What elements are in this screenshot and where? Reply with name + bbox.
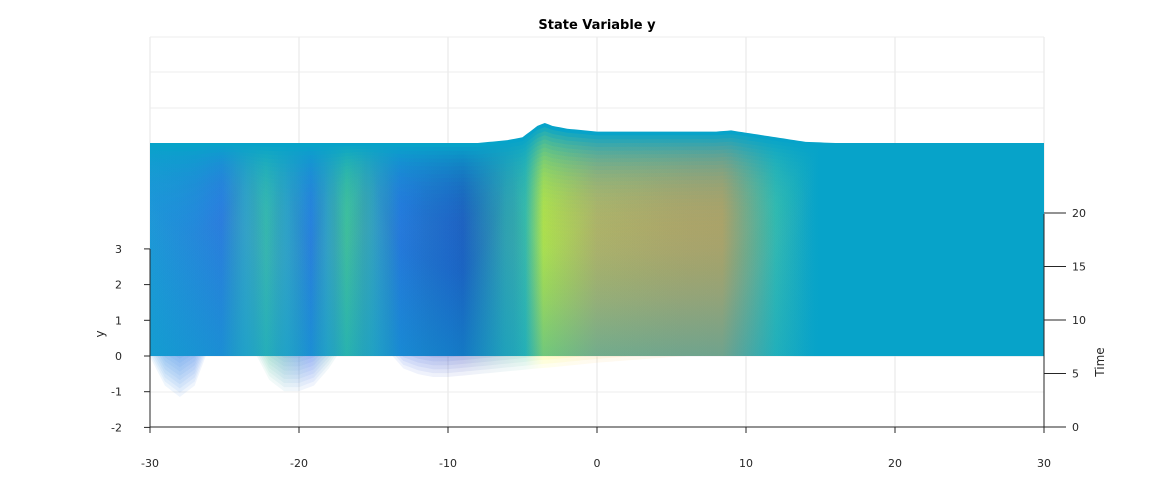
y-tick-label: 0 [115,350,122,363]
x-tick-label: -20 [290,457,308,470]
x-tick-label: 0 [594,457,601,470]
surface-shade [150,144,1044,356]
y-tick-label: -2 [111,421,122,434]
time-tick-label: 10 [1072,314,1086,327]
x-tick-label: 20 [888,457,902,470]
y-axis-label: y [93,330,107,337]
y-tick-label: 2 [115,279,122,292]
x-tick-label: -10 [439,457,457,470]
x-tick-label: 30 [1037,457,1051,470]
y-tick-label: 3 [115,243,122,256]
surface-plot [150,123,1044,397]
chart-title: State Variable y [538,18,656,33]
time-axis-label: Time [1093,347,1107,377]
x-tick-label: -30 [141,457,159,470]
x-tick-label: 10 [739,457,753,470]
time-tick-label: 0 [1072,421,1079,434]
y-tick-label: -1 [111,386,122,399]
time-tick-label: 15 [1072,261,1086,274]
time-tick-label: 5 [1072,368,1079,381]
time-tick-label: 20 [1072,207,1086,220]
y-tick-label: 1 [115,314,122,327]
